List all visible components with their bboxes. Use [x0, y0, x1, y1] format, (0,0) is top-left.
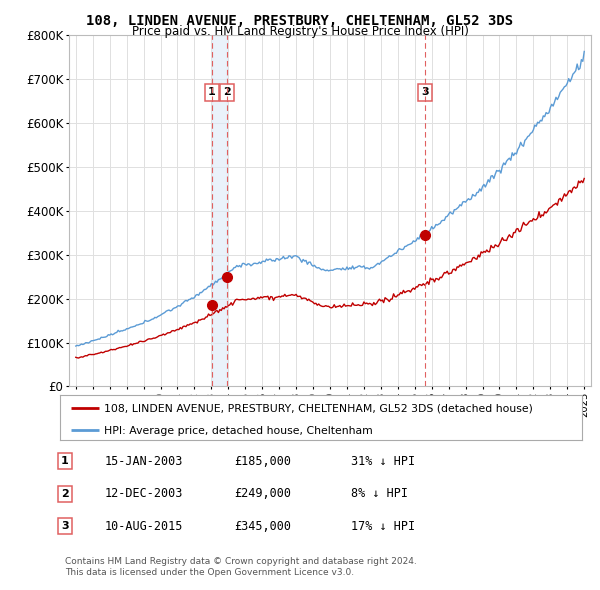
Text: 1: 1 [208, 87, 216, 97]
Text: £345,000: £345,000 [234, 520, 291, 533]
Text: 108, LINDEN AVENUE, PRESTBURY, CHELTENHAM, GL52 3DS (detached house): 108, LINDEN AVENUE, PRESTBURY, CHELTENHA… [104, 404, 533, 414]
Text: 3: 3 [421, 87, 429, 97]
Text: This data is licensed under the Open Government Licence v3.0.: This data is licensed under the Open Gov… [65, 568, 354, 577]
Text: 10-AUG-2015: 10-AUG-2015 [105, 520, 184, 533]
Text: 108, LINDEN AVENUE, PRESTBURY, CHELTENHAM, GL52 3DS: 108, LINDEN AVENUE, PRESTBURY, CHELTENHA… [86, 14, 514, 28]
Text: 2: 2 [223, 87, 231, 97]
Text: 31% ↓ HPI: 31% ↓ HPI [351, 455, 415, 468]
Text: Price paid vs. HM Land Registry's House Price Index (HPI): Price paid vs. HM Land Registry's House … [131, 25, 469, 38]
Text: HPI: Average price, detached house, Cheltenham: HPI: Average price, detached house, Chel… [104, 426, 373, 435]
Text: 15-JAN-2003: 15-JAN-2003 [105, 455, 184, 468]
Text: 1: 1 [61, 457, 68, 466]
Text: 12-DEC-2003: 12-DEC-2003 [105, 487, 184, 500]
Text: 3: 3 [61, 522, 68, 531]
Text: 2: 2 [61, 489, 68, 499]
Bar [212, 35, 227, 386]
Text: £185,000: £185,000 [234, 455, 291, 468]
Text: Contains HM Land Registry data © Crown copyright and database right 2024.: Contains HM Land Registry data © Crown c… [65, 558, 416, 566]
Text: £249,000: £249,000 [234, 487, 291, 500]
Text: 8% ↓ HPI: 8% ↓ HPI [351, 487, 408, 500]
Text: 17% ↓ HPI: 17% ↓ HPI [351, 520, 415, 533]
